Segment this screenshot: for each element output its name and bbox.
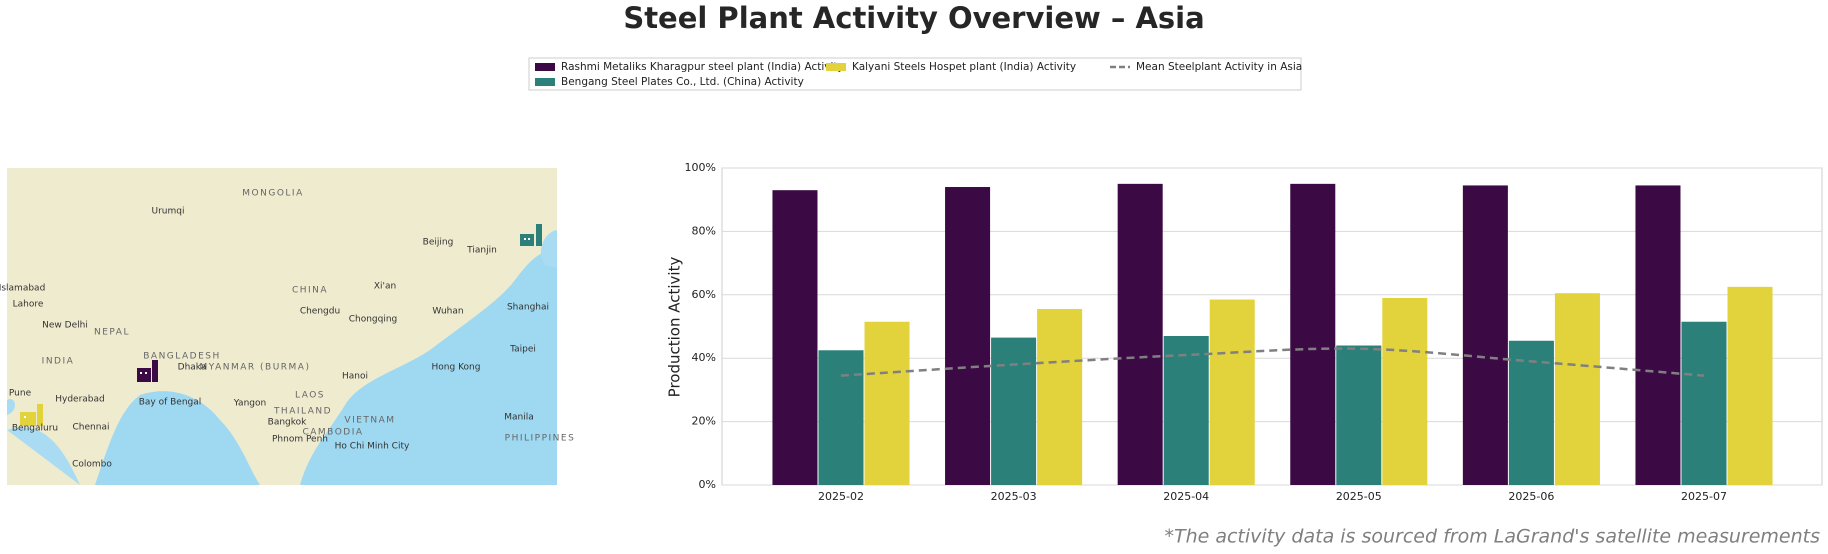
bar (1117, 183, 1163, 485)
map-label: CHINA (292, 286, 328, 296)
y-axis-label: Production Activity (666, 257, 684, 398)
bar (1336, 345, 1382, 485)
map (7, 168, 557, 485)
map-label: MYANMAR (BURMA) (200, 363, 311, 373)
map-sea (300, 250, 557, 485)
y-tick-label: 40% (692, 351, 716, 364)
map-label: Bangkok (268, 418, 308, 428)
bar (1163, 336, 1209, 485)
legend-box (528, 57, 1302, 91)
plant-icon (520, 224, 542, 246)
bar (991, 337, 1037, 485)
x-tick-label: 2025-05 (1336, 490, 1382, 503)
y-tick-label: 0% (699, 478, 716, 491)
legend-swatch (535, 63, 555, 71)
map-label: Chongqing (349, 315, 398, 325)
map-sea (7, 427, 80, 485)
bar (1290, 183, 1336, 485)
x-tick-label: 2025-07 (1681, 490, 1727, 503)
bar (1508, 340, 1554, 485)
map-label: Phnom Penh (272, 435, 328, 445)
map-label: Shanghai (507, 303, 549, 313)
bar (1635, 185, 1681, 485)
bar (864, 321, 910, 485)
bar (1209, 299, 1255, 485)
map-label: Yangon (233, 399, 266, 409)
map-label: Beijing (423, 238, 454, 248)
map-label: Wuhan (432, 307, 463, 317)
x-tick-label: 2025-04 (1163, 490, 1209, 503)
legend-swatch (535, 78, 555, 86)
map-label: Lahore (13, 300, 44, 310)
map-label: Ho Chi Minh City (335, 442, 410, 452)
map-label: MONGOLIA (242, 189, 303, 199)
map-label: CAMBODIA (302, 428, 363, 438)
x-tick-label: 2025-03 (991, 490, 1037, 503)
map-sea (7, 398, 15, 415)
bar (1462, 185, 1508, 485)
map-sea (540, 230, 557, 268)
map-label: Chengdu (300, 307, 340, 317)
map-label: Urumqi (152, 207, 185, 217)
bar (1727, 286, 1773, 485)
bar (1681, 321, 1727, 485)
legend-label: Kalyani Steels Hospet plant (India) Acti… (852, 61, 1076, 73)
legend-label: Rashmi Metaliks Kharagpur steel plant (I… (561, 61, 844, 73)
x-tick-label: 2025-06 (1508, 490, 1554, 503)
map-label: Pune (9, 389, 32, 399)
y-tick-label: 60% (692, 288, 716, 301)
plant-icon (137, 360, 158, 382)
chart-title: Steel Plant Activity Overview – Asia (623, 1, 1204, 35)
map-label: Hanoi (342, 372, 368, 382)
map-sea (95, 391, 260, 485)
y-tick-label: 80% (692, 224, 716, 237)
bar (818, 350, 864, 485)
map-label: Hyderabad (55, 395, 105, 405)
legend-label: Mean Steelplant Activity in Asia (1136, 61, 1302, 73)
map-label: Bay of Bengal (139, 398, 202, 408)
bar (1382, 297, 1428, 485)
map-label: New Delhi (42, 321, 88, 331)
map-label: Dhaka (178, 363, 207, 373)
mean-line (840, 347, 1705, 377)
map-label: Manila (504, 413, 534, 423)
map-label: INDIA (42, 357, 75, 367)
map-label: LAOS (295, 391, 325, 401)
map-label: THAILAND (273, 407, 332, 417)
map-label: Colombo (72, 460, 112, 470)
map-label: NEPAL (94, 328, 130, 338)
legend-label: Bengang Steel Plates Co., Ltd. (China) A… (561, 76, 804, 88)
footnote: *The activity data is sourced from LaGra… (1164, 526, 1820, 548)
map-label: Xi'an (374, 282, 396, 292)
bar (772, 190, 818, 485)
map-label: Islamabad (0, 284, 45, 294)
y-tick-label: 20% (692, 415, 716, 428)
x-tick-label: 2025-02 (818, 490, 864, 503)
bar (945, 187, 991, 485)
map-label: Taipei (509, 345, 536, 355)
map-label: VIETNAM (344, 416, 395, 426)
plant-icon (20, 404, 43, 426)
legend-swatch (826, 63, 846, 71)
map-label: Tianjin (466, 246, 497, 256)
map-label: Bengaluru (12, 424, 58, 434)
bar (1037, 309, 1083, 485)
y-tick-label: 100% (685, 161, 716, 174)
map-label: PHILIPPINES (505, 434, 576, 444)
map-label: BANGLADESH (143, 352, 221, 362)
bar (1554, 293, 1600, 485)
map-label: Hong Kong (432, 363, 481, 373)
map-label: Chennai (73, 423, 110, 433)
